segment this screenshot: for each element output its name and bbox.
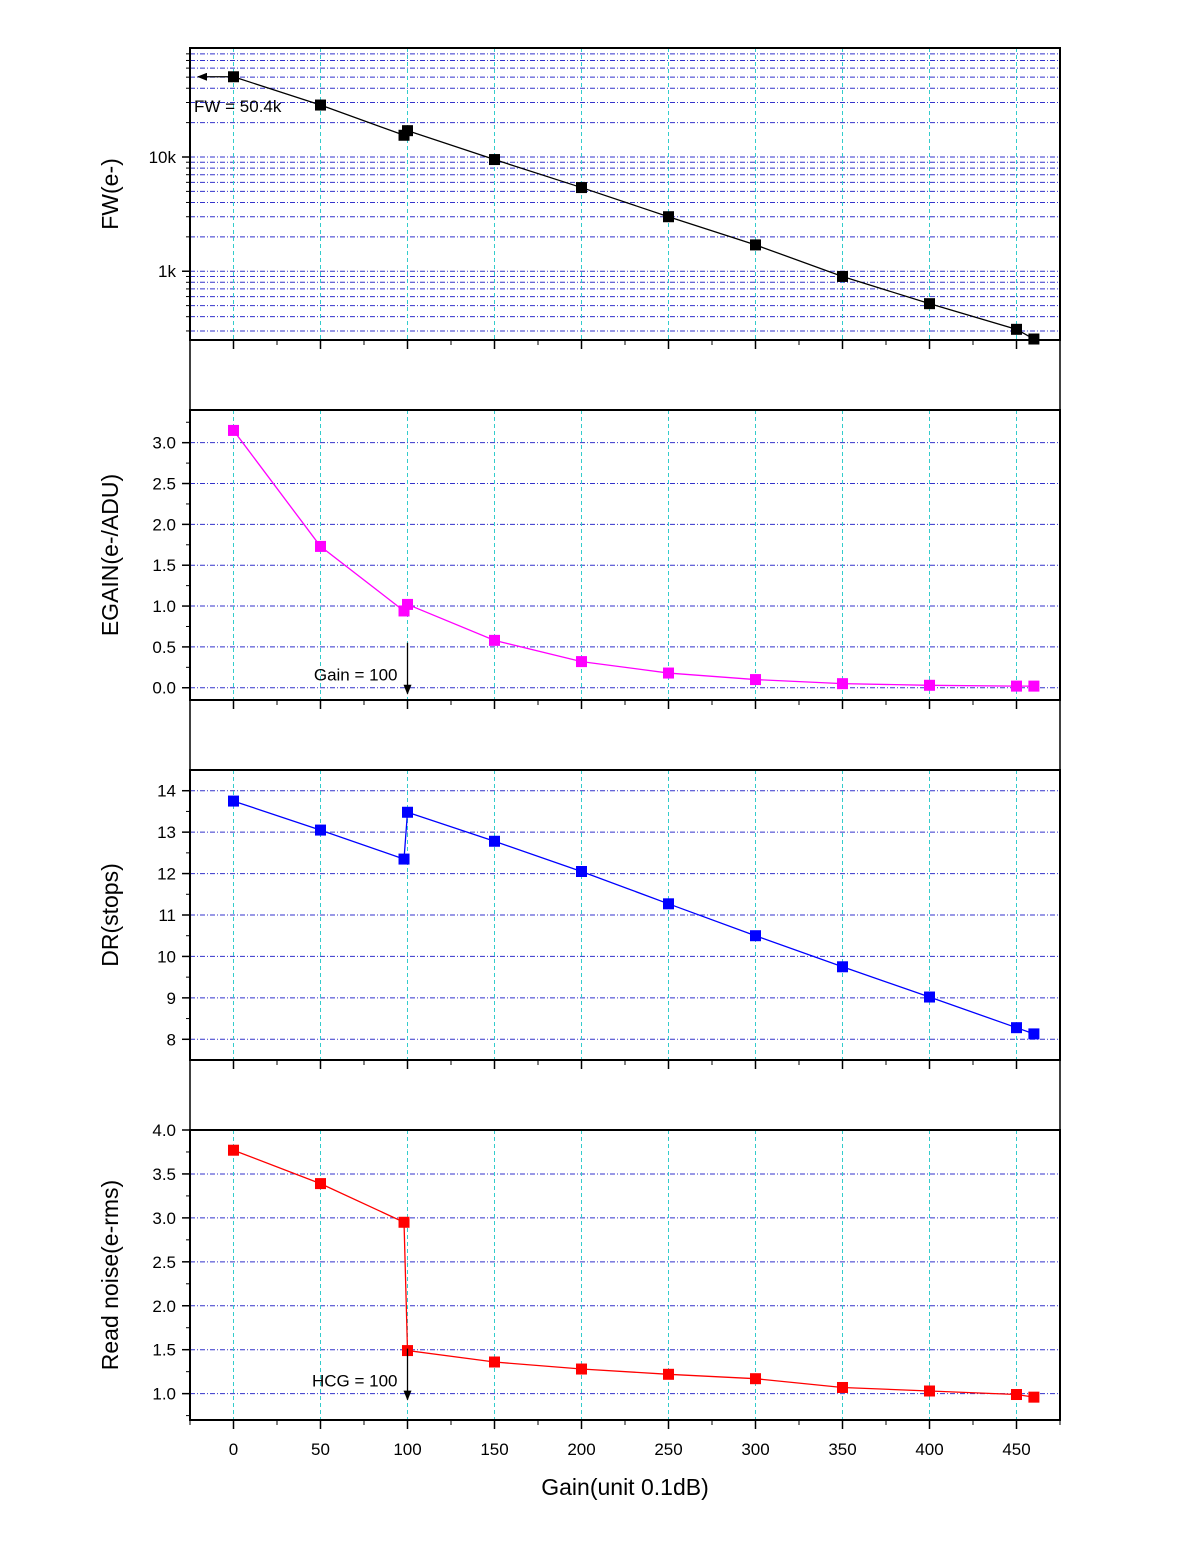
x-tick-label: 150 xyxy=(480,1440,508,1459)
y-axis-title: DR(stops) xyxy=(97,863,123,967)
data-point xyxy=(663,667,674,679)
series-line xyxy=(232,430,1034,687)
data-point xyxy=(315,1178,326,1190)
y-tick-label: 2.0 xyxy=(152,515,176,534)
data-point xyxy=(489,835,500,847)
y-tick-label: 10k xyxy=(149,148,177,167)
y-tick-label: 10 xyxy=(157,947,176,966)
x-tick-label: 300 xyxy=(741,1440,769,1459)
annotation-label: Gain = 100 xyxy=(314,666,398,685)
data-point xyxy=(398,1216,410,1228)
x-tick-label: 350 xyxy=(828,1440,856,1459)
data-point xyxy=(489,634,500,646)
data-point xyxy=(750,930,761,942)
y-tick-label: 8 xyxy=(167,1030,176,1049)
series-line xyxy=(233,800,1035,1035)
data-point xyxy=(750,239,761,251)
y-tick-label: 1k xyxy=(158,262,176,281)
data-point xyxy=(1011,680,1022,692)
data-point xyxy=(398,605,410,617)
data-point xyxy=(837,961,848,973)
y-tick-label: 11 xyxy=(158,906,176,925)
data-point xyxy=(315,99,326,111)
series-line xyxy=(233,1149,1034,1398)
data-point xyxy=(1011,1022,1022,1034)
panel-fw: 1k 10k FW(e-) FW = 50.4k xyxy=(97,47,1061,345)
annotation-label: HCG = 100 xyxy=(312,1372,398,1391)
y-tick-label: 3.5 xyxy=(152,1165,176,1184)
annotation-label: FW = 50.4k xyxy=(194,97,282,116)
x-tick-label: 400 xyxy=(915,1440,943,1459)
series-line xyxy=(233,76,1035,340)
y-tick-label: 2.0 xyxy=(152,1297,176,1316)
y-tick-label: 1.0 xyxy=(152,597,176,616)
data-point xyxy=(1028,1028,1040,1040)
y-axis-title: Read noise(e-rms) xyxy=(97,1180,123,1370)
x-tick-label: 450 xyxy=(1002,1440,1030,1459)
data-point xyxy=(1028,680,1040,692)
data-point xyxy=(750,674,761,686)
x-tick-label: 200 xyxy=(567,1440,595,1459)
data-point xyxy=(489,154,500,166)
data-point xyxy=(315,540,326,552)
y-tick-label: 0.0 xyxy=(152,679,176,698)
data-point xyxy=(398,853,410,865)
x-tick-label: 250 xyxy=(654,1440,682,1459)
data-point xyxy=(1011,323,1022,335)
y-tick-label: 4.0 xyxy=(152,1121,176,1140)
data-point xyxy=(402,806,413,818)
x-tick-label: 50 xyxy=(311,1440,330,1459)
y-tick-label: 9 xyxy=(167,989,176,1008)
data-point xyxy=(750,1373,761,1385)
data-point xyxy=(576,1363,587,1375)
data-point xyxy=(228,71,239,83)
y-tick-label: 3.0 xyxy=(152,1209,176,1228)
y-tick-label: 2.5 xyxy=(152,1253,176,1272)
data-point xyxy=(402,598,413,610)
data-point xyxy=(924,298,935,310)
y-tick-label: 3.0 xyxy=(152,434,176,453)
data-point xyxy=(924,679,935,691)
data-point xyxy=(1028,333,1040,345)
data-point xyxy=(837,678,848,690)
data-point xyxy=(576,656,587,668)
y-tick-label: 1.5 xyxy=(152,556,176,575)
y-axis-title: EGAIN(e-/ADU) xyxy=(97,474,123,636)
data-point xyxy=(837,1381,848,1393)
y-tick-label: 14 xyxy=(157,782,176,801)
y-tick-label: 0.5 xyxy=(152,638,176,657)
data-point xyxy=(402,125,413,137)
plot-layer: 1k 10k FW(e-) FW = 50.4k 0.0 0.5 1.0 1.5 2.0 2.5 3… xyxy=(97,47,1061,1459)
data-point xyxy=(228,424,239,436)
y-tick-label: 1.0 xyxy=(152,1385,176,1404)
data-point xyxy=(663,1368,674,1380)
data-point xyxy=(228,795,239,807)
y-tick-label: 1.5 xyxy=(152,1341,176,1360)
y-tick-label: 2.5 xyxy=(152,475,176,494)
data-point xyxy=(576,866,587,877)
x-tick-label: 100 xyxy=(393,1440,421,1459)
data-point xyxy=(576,182,587,194)
data-point xyxy=(315,824,326,836)
data-point xyxy=(1011,1389,1022,1401)
data-point xyxy=(663,898,674,910)
data-point xyxy=(228,1144,239,1156)
data-point xyxy=(663,211,674,223)
data-point xyxy=(924,991,935,1003)
y-tick-label: 13 xyxy=(157,823,176,842)
y-axis-title: FW(e-) xyxy=(97,158,123,230)
data-point xyxy=(924,1385,935,1397)
y-tick-label: 12 xyxy=(157,865,176,884)
data-point xyxy=(1028,1391,1040,1403)
data-point xyxy=(837,270,848,282)
panel-dr: 8 9 10 11 12 13 14 DR(stops) xyxy=(97,769,1061,1061)
x-axis-title: Gain(unit 0.1dB) xyxy=(541,1474,708,1500)
data-point xyxy=(489,1356,500,1368)
x-tick-label: 0 xyxy=(229,1440,238,1459)
